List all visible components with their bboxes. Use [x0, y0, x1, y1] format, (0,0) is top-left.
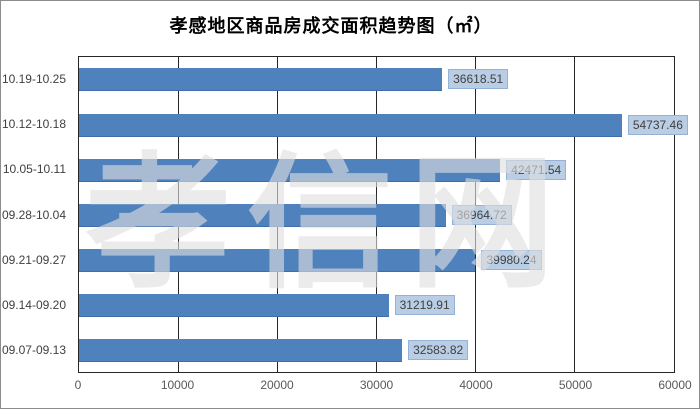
- category-label: 10.05-10.11: [2, 162, 66, 177]
- bar: [79, 158, 501, 182]
- x-tick-label: 40000: [459, 378, 493, 392]
- x-tick-label: 20000: [260, 378, 294, 392]
- x-tick-label: 50000: [558, 378, 593, 392]
- value-label: 36618.51: [448, 69, 509, 90]
- value-label: 42471.54: [506, 159, 567, 180]
- category-label: 10.19-10.25: [1, 71, 66, 86]
- chart-title: 孝感地区商品房成交面积趋势图（㎡）: [169, 16, 493, 36]
- category-label: 09.28-10.04: [1, 207, 66, 222]
- value-label: 54737.46: [627, 114, 688, 135]
- x-tick-label: 10000: [160, 378, 195, 392]
- bar: [79, 248, 476, 272]
- value-label: 32583.82: [408, 339, 469, 360]
- gridline: [574, 57, 576, 372]
- x-tick-label: 0: [74, 378, 82, 392]
- category-label: 09.07-09.13: [1, 343, 66, 358]
- category-label: 09.21-09.27: [1, 252, 66, 267]
- bar: [79, 293, 389, 317]
- category-axis: 10.19-10.25 10.12-10.18 10.05-10.11 09.28-1…: [1, 56, 72, 373]
- bar: [79, 113, 622, 137]
- value-label: 31219.91: [394, 294, 455, 315]
- bar: [79, 68, 443, 92]
- value-label: 39980.24: [481, 249, 542, 270]
- x-tick-label: 30000: [359, 378, 394, 392]
- bar: [79, 338, 403, 362]
- bar: [79, 203, 446, 227]
- value-label: 36964.72: [451, 204, 512, 225]
- plot-area: 36618.51 54737.46 42471.54 36964.72 39980.24…: [78, 56, 688, 373]
- category-label: 10.12-10.18: [1, 116, 66, 131]
- x-axis: 0 10000 20000 30000 40000 50000 60000: [1, 378, 699, 398]
- category-label: 09.14-09.20: [1, 298, 66, 313]
- x-tick-label: 60000: [658, 378, 692, 392]
